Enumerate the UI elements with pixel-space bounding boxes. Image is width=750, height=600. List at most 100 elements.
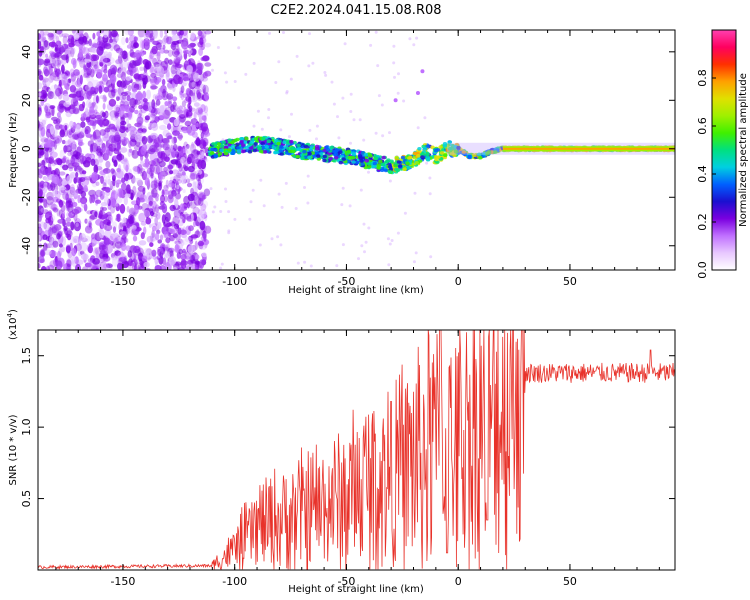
snr-x-ticks: -150 -100 -50 0 50	[55, 330, 660, 588]
noise-blob	[171, 40, 180, 46]
noise-blob	[128, 131, 137, 138]
noise-blob	[68, 93, 77, 98]
noise-blob	[60, 127, 65, 135]
noise-blob	[49, 202, 56, 210]
noise-blob	[203, 105, 209, 114]
noise-blob	[151, 159, 157, 167]
noise-blob	[72, 108, 80, 115]
noise-blob	[101, 111, 106, 118]
noise-blob	[103, 179, 107, 186]
noise-blob	[120, 158, 129, 165]
noise-blob	[112, 177, 116, 187]
ridge-mark	[485, 151, 490, 156]
noise-blob	[102, 221, 108, 230]
noise-blob	[170, 64, 177, 75]
noise-blob	[61, 246, 65, 253]
noise-blob	[39, 30, 45, 39]
sparse-noise	[289, 77, 293, 81]
x-tick-label: -50	[337, 575, 355, 588]
noise-blob	[107, 178, 112, 185]
noise-blob	[108, 89, 116, 99]
noise-blob	[103, 195, 109, 206]
noise-blob	[55, 139, 61, 146]
noise-blob	[70, 47, 76, 55]
ridge-mark	[370, 164, 375, 169]
noise-blob	[195, 253, 200, 263]
noise-blob	[42, 77, 51, 87]
noise-blob	[125, 245, 131, 252]
noise-blob	[146, 235, 154, 243]
noise-blob	[93, 164, 99, 174]
noise-blob	[58, 124, 65, 129]
noise-blob	[38, 162, 42, 167]
sparse-noise	[388, 242, 392, 246]
noise-blob	[87, 87, 93, 97]
sparse-noise	[209, 187, 213, 191]
noise-blob	[109, 129, 116, 136]
ridge-mark	[275, 146, 280, 150]
noise-blob	[137, 164, 143, 174]
noise-blob	[38, 51, 42, 60]
ridge-mark	[363, 152, 369, 157]
snr-series-line	[38, 330, 675, 570]
noise-blob	[91, 171, 99, 182]
noise-blob	[194, 240, 198, 250]
sparse-noise	[414, 251, 418, 255]
sparse-noise	[251, 188, 255, 192]
noise-blob	[196, 89, 201, 97]
noise-blob	[54, 135, 63, 144]
sparse-noise	[392, 61, 396, 65]
noise-blob	[137, 185, 146, 192]
ridge-mark	[295, 154, 301, 159]
noise-blob	[63, 145, 68, 154]
noise-blob	[177, 167, 186, 175]
noise-blob	[161, 38, 167, 45]
noise-blob	[48, 109, 53, 116]
noise-blob	[192, 206, 200, 215]
noise-blob	[68, 130, 72, 136]
noise-blob	[195, 208, 199, 213]
ridge-mark	[259, 149, 264, 154]
noise-blob	[107, 168, 112, 179]
noise-blob	[78, 36, 85, 45]
sparse-noise	[220, 262, 224, 266]
noise-blob	[43, 176, 51, 182]
noise-blob	[78, 48, 83, 58]
noise-blob	[182, 164, 187, 169]
noise-blob	[133, 245, 141, 253]
noise-blob	[86, 76, 94, 83]
noise-blob	[126, 69, 133, 75]
noise-blob	[51, 174, 60, 184]
noise-blob	[159, 124, 167, 131]
ridge-mark	[241, 143, 246, 147]
noise-blob	[138, 197, 145, 203]
sparse-noise	[249, 200, 253, 204]
sparse-noise	[284, 181, 288, 185]
sparse-noise	[360, 244, 364, 248]
noise-blob	[157, 221, 162, 229]
noise-blob	[162, 137, 170, 145]
noise-blob	[73, 221, 81, 232]
noise-blob	[165, 237, 171, 244]
noise-blob	[111, 256, 118, 261]
noise-blob	[102, 147, 110, 154]
noise-blob	[197, 178, 202, 186]
noise-blob	[117, 54, 123, 64]
noise-blob	[199, 76, 203, 81]
noise-blob	[80, 190, 87, 198]
noise-blob	[133, 145, 141, 151]
sparse-noise	[396, 231, 400, 235]
noise-blob	[103, 239, 112, 245]
noise-blob	[117, 188, 124, 198]
noise-blob	[95, 95, 99, 104]
sparse-noise	[306, 174, 310, 178]
noise-blob	[190, 234, 199, 239]
noise-blob	[95, 199, 102, 204]
noise-blob	[195, 137, 201, 147]
noise-blob	[38, 74, 44, 81]
noise-blob	[51, 32, 57, 40]
noise-blob	[142, 98, 148, 103]
noise-blob	[115, 203, 120, 212]
ridge-mark	[239, 140, 244, 144]
noise-blob	[108, 146, 113, 157]
